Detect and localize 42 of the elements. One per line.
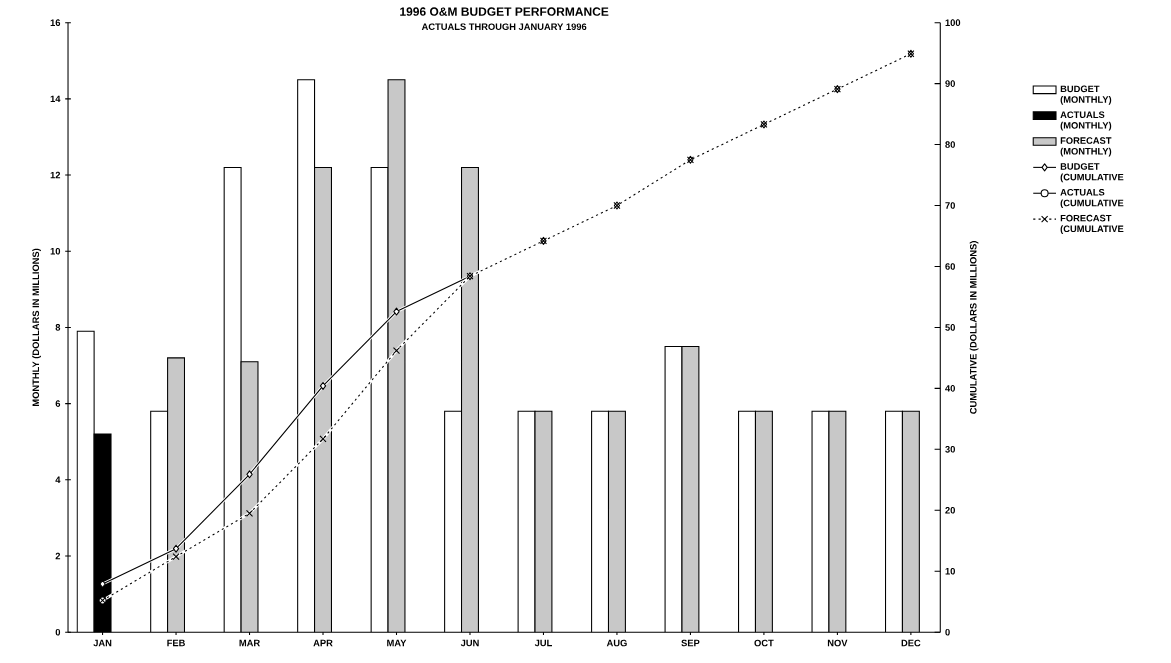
x-tick-label: MAR (239, 639, 260, 647)
legend-label: BUDGET (CUMULATIVE (1060, 163, 1124, 183)
legend-label: FORECAST (MONTHLY) (1060, 137, 1112, 157)
y2-tick-label: 100 (945, 19, 961, 27)
x-tick-label: SEP (681, 639, 700, 647)
chart-subtitle: ACTUALS THROUGH JANUARY 1996 (421, 23, 587, 31)
y-tick-label: 0 (55, 628, 61, 636)
y2-tick-label: 30 (945, 446, 955, 453)
y-tick-label: 16 (50, 19, 61, 27)
chart-title: 1996 O&M BUDGET PERFORMANCE (400, 7, 609, 16)
y-tick-label: 4 (55, 476, 61, 484)
y-tick-label: 2 (55, 552, 61, 560)
y-tick-label: 14 (50, 95, 61, 103)
y2-tick-label: 50 (945, 324, 955, 331)
y-axis-title: MONTHLY (DOLLARS IN MILLIONS) (32, 248, 41, 407)
x-tick-label: JUN (460, 639, 479, 647)
x-tick-label: MAY (387, 639, 407, 647)
y2-axis-title: CUMULATIVE (DOLLARS IN MILLIONS) (969, 241, 979, 414)
x-tick-label: OCT (754, 639, 774, 647)
x-tick-label: NOV (827, 639, 848, 647)
x-tick-label: APR (313, 639, 333, 647)
y2-tick-label: 10 (945, 568, 955, 575)
y-tick-label: 8 (55, 324, 61, 331)
y-tick-label: 6 (55, 400, 61, 407)
y-tick-label: 10 (50, 248, 61, 255)
x-tick-label: DEC (901, 639, 921, 647)
legend-label: BUDGET (MONTHLY) (1060, 85, 1112, 105)
y2-tick-label: 80 (945, 141, 955, 148)
y2-tick-label: 90 (945, 80, 955, 87)
y2-tick-label: 0 (945, 628, 950, 636)
x-tick-label: AUG (606, 639, 627, 647)
y2-tick-label: 70 (945, 202, 955, 209)
legend-label: FORECAST (CUMULATIVE (1060, 214, 1124, 235)
x-tick-label: JAN (93, 639, 112, 647)
legend-label: ACTUALS (MONTHLY) (1060, 111, 1112, 131)
legend-label: ACTUALS (CUMULATIVE (1060, 189, 1124, 209)
x-tick-label: FEB (167, 639, 185, 647)
y-tick-label: 12 (50, 171, 61, 179)
y2-tick-label: 40 (945, 385, 955, 392)
y2-tick-label: 60 (945, 263, 955, 270)
y2-tick-label: 20 (945, 507, 955, 514)
x-tick-label: JUL (534, 639, 552, 647)
